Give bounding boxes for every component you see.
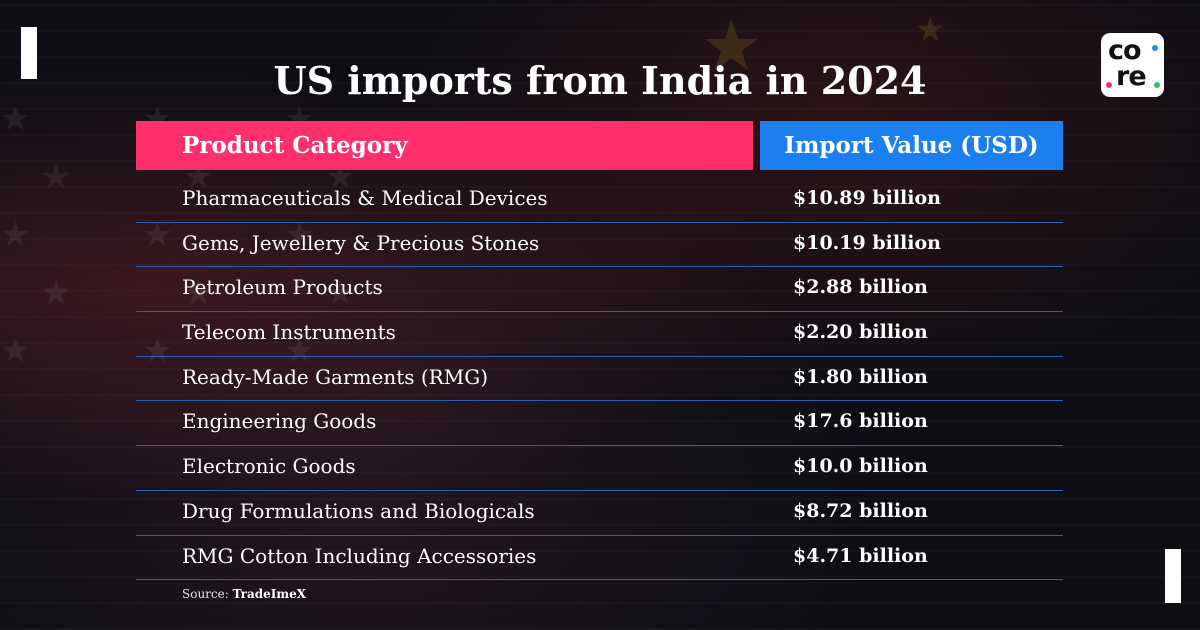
value-cell: $10.0 billion — [793, 455, 928, 478]
background-star-icon: ★ — [700, 5, 763, 87]
value-cell: $10.89 billion — [793, 187, 941, 209]
background-star-icon: ★ — [915, 10, 946, 50]
source-label: Source: — [182, 587, 229, 601]
category-cell: Petroleum Products — [182, 275, 383, 300]
logo-text-bottom: re — [1116, 61, 1147, 92]
table-row: Pharmaceuticals & Medical Devices $10.89 … — [136, 178, 1063, 223]
value-cell: $2.20 billion — [793, 321, 928, 344]
decorative-bar-left — [21, 27, 37, 79]
table-row: Ready-Made Garments (RMG) $1.80 billion — [136, 357, 1063, 402]
value-cell: $4.71 billion — [793, 544, 928, 567]
category-cell: Telecom Instruments — [182, 320, 396, 345]
category-cell: Pharmaceuticals & Medical Devices — [182, 186, 548, 210]
table-row: RMG Cotton Including Accessories $4.71 bi… — [136, 536, 1063, 581]
value-cell: $10.19 billion — [793, 231, 941, 254]
value-cell: $8.72 billion — [793, 499, 928, 522]
import-table: Pharmaceuticals & Medical Devices $10.89 … — [136, 178, 1063, 581]
table-row: Telecom Instruments $2.20 billion — [136, 312, 1063, 357]
category-cell: Electronic Goods — [182, 454, 356, 479]
value-cell: $1.80 billion — [793, 365, 928, 388]
column-header-category: Product Category — [136, 121, 753, 170]
value-cell: $17.6 billion — [793, 410, 928, 433]
table-row: Drug Formulations and Biologicals $8.72 b… — [136, 491, 1063, 536]
category-cell: RMG Cotton Including Accessories — [182, 543, 537, 568]
table-row: Petroleum Products $2.88 billion — [136, 267, 1063, 313]
core-logo: co re — [1101, 33, 1164, 97]
source-note: Source: TradeImeX — [182, 587, 306, 601]
logo-dot-blue — [1152, 45, 1158, 51]
source-name: TradeImeX — [232, 587, 307, 601]
logo-dot-green — [1154, 82, 1160, 88]
value-cell: $2.88 billion — [793, 276, 928, 299]
page-title: US imports from India in 2024 — [273, 58, 927, 103]
table-row: Gems, Jewellery & Precious Stones $10.19 … — [136, 223, 1063, 268]
logo-dot-pink — [1106, 82, 1112, 88]
category-cell: Drug Formulations and Biologicals — [182, 498, 535, 523]
category-cell: Ready-Made Garments (RMG) — [182, 364, 488, 389]
column-header-value: Import Value (USD) — [760, 121, 1063, 170]
logo-text-top: co — [1108, 35, 1142, 66]
category-cell: Engineering Goods — [182, 409, 377, 434]
table-row: Engineering Goods $17.6 billion — [136, 401, 1063, 447]
decorative-bar-right — [1165, 549, 1181, 603]
table-row: Electronic Goods $10.0 billion — [136, 446, 1063, 491]
category-cell: Gems, Jewellery & Precious Stones — [182, 230, 540, 255]
